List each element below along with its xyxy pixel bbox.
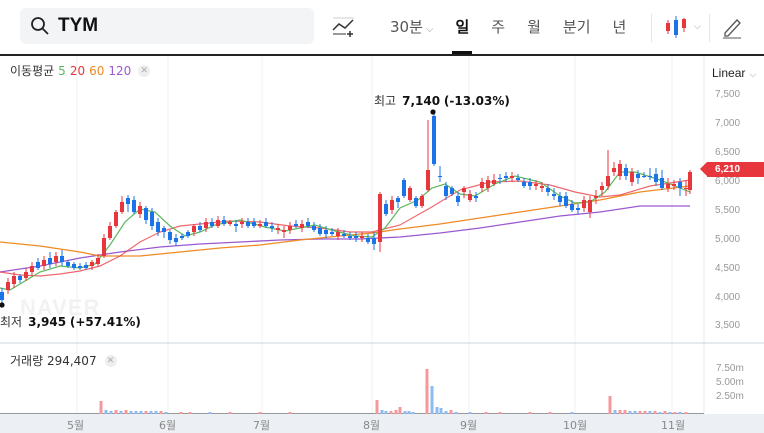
y-tick: 5,000: [715, 234, 741, 245]
legend-title: 이동평균: [10, 64, 55, 78]
ma120-label[interactable]: 120: [108, 63, 132, 78]
x-label: 11월: [661, 419, 686, 432]
tab-month[interactable]: 월: [527, 18, 541, 36]
x-label: 5월: [67, 419, 85, 432]
tab-30min[interactable]: 30분 ⌵: [390, 18, 434, 36]
x-label: 9월: [460, 419, 478, 432]
y-tick: 6,000: [715, 176, 741, 187]
volume-legend: 거래량 294,407 ✕: [10, 352, 117, 369]
price-chart[interactable]: [0, 56, 764, 433]
volume-tick: 5.00m: [716, 377, 744, 388]
add-indicator-icon[interactable]: [332, 16, 358, 38]
search-input[interactable]: TYM: [20, 8, 314, 44]
tab-day[interactable]: 일: [452, 0, 473, 54]
chevron-down-icon: ⌵: [749, 69, 757, 79]
divider: [651, 14, 652, 42]
y-tick: 4,000: [715, 292, 741, 303]
toolbar: TYM 30분 ⌵ 일 주 월 분기 년 ⌵: [0, 0, 764, 54]
y-tick: 6,500: [715, 147, 741, 158]
y-tick: 7,500: [715, 89, 741, 100]
chevron-down-icon: ⌵: [694, 22, 701, 32]
period-tabs: 30분 ⌵ 일 주 월 분기 년: [390, 0, 648, 54]
search-query: TYM: [58, 15, 99, 36]
y-tick: 5,500: [715, 205, 741, 216]
y-tick: 4,500: [715, 263, 741, 274]
y-tick: 3,500: [715, 320, 741, 331]
divider: [709, 14, 710, 42]
x-label: 7월: [253, 419, 271, 432]
ma60-label[interactable]: 60: [89, 63, 105, 78]
tab-quarter[interactable]: 분기: [562, 18, 591, 36]
chevron-down-icon: ⌵: [425, 24, 434, 35]
tab-year[interactable]: 년: [612, 18, 627, 36]
scale-selector[interactable]: Linear ⌵: [712, 66, 757, 80]
chart-type-button[interactable]: ⌵: [664, 14, 704, 40]
watermark: NAVER: [20, 295, 101, 320]
x-axis: [0, 414, 764, 433]
toolbar-divider: [0, 54, 764, 56]
x-label: 6월: [159, 419, 177, 432]
search-icon: [31, 17, 49, 35]
moving-average-legend: 이동평균 5 20 60 120 ✕: [10, 62, 154, 79]
pencil-icon[interactable]: [720, 14, 744, 40]
current-price-tag: 6,210: [700, 162, 764, 177]
ma20-label[interactable]: 20: [69, 63, 86, 78]
close-icon[interactable]: ✕: [104, 354, 117, 367]
tab-week[interactable]: 주: [491, 18, 506, 36]
candlestick-icon: [666, 16, 686, 38]
low-annotation: 최저 3,945 (+57.41%): [0, 315, 141, 329]
ma5-label[interactable]: 5: [58, 63, 66, 78]
x-label: 8월: [363, 419, 381, 432]
volume-tick: 7.50m: [716, 363, 744, 374]
x-label: 10월: [563, 419, 588, 432]
high-annotation: 최고 7,140 (-13.03%): [374, 94, 510, 108]
close-icon[interactable]: ✕: [138, 64, 151, 77]
volume-tick: 2.50m: [716, 391, 744, 402]
y-tick: 7,000: [715, 118, 741, 129]
